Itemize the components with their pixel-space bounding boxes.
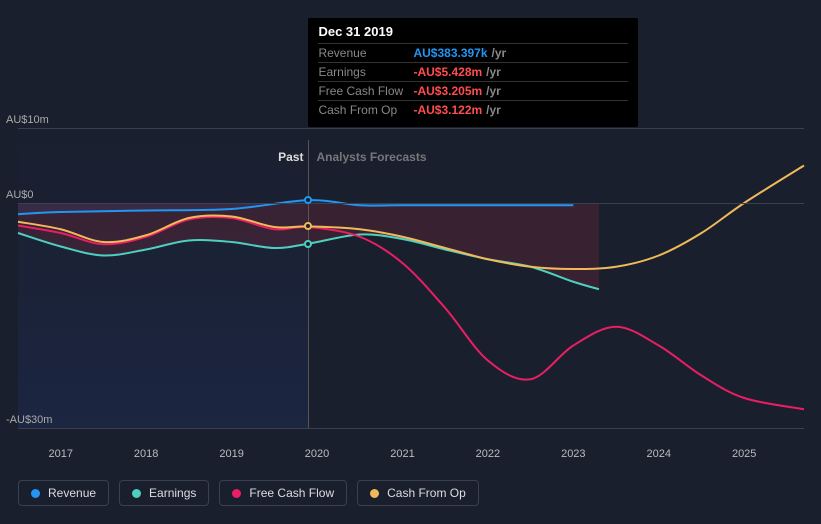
tooltip-row: Cash From Op-AU$3.122m/yr xyxy=(318,100,628,119)
legend-label: Revenue xyxy=(48,486,96,500)
marker-cash_from_op xyxy=(304,222,312,230)
legend-swatch xyxy=(232,489,241,498)
tooltip-row: Free Cash Flow-AU$3.205m/yr xyxy=(318,81,628,100)
x-axis-labels: 2017 2018 2019 2020 2021 2022 2023 2024 2025 xyxy=(18,448,804,468)
legend-swatch xyxy=(132,489,141,498)
y-axis-label: AU$0 xyxy=(6,189,34,201)
tooltip-row: Earnings-AU$5.428m/yr xyxy=(318,62,628,81)
marker-earnings xyxy=(304,240,312,248)
tooltip-row-unit: /yr xyxy=(482,84,501,98)
marker-revenue xyxy=(304,196,312,204)
legend-swatch xyxy=(31,489,40,498)
legend-item-cash_from_op[interactable]: Cash From Op xyxy=(357,480,479,506)
tooltip-row-value: -AU$3.205m/yr xyxy=(413,84,628,98)
x-axis-label: 2020 xyxy=(305,448,329,460)
x-axis-label: 2022 xyxy=(476,448,500,460)
tooltip-row-label: Earnings xyxy=(318,65,413,79)
legend-label: Earnings xyxy=(149,486,196,500)
x-axis-label: 2017 xyxy=(48,448,72,460)
x-axis-label: 2025 xyxy=(732,448,756,460)
y-axis-label: AU$10m xyxy=(6,114,49,126)
tooltip-row-label: Revenue xyxy=(318,46,413,60)
tooltip-row-label: Free Cash Flow xyxy=(318,84,413,98)
tooltip-row-label: Cash From Op xyxy=(318,103,413,117)
boundary-line xyxy=(308,140,309,428)
financials-chart: Past Analysts Forecasts Dec 31 2019 Reve… xyxy=(0,0,821,524)
legend: Revenue Earnings Free Cash Flow Cash From O… xyxy=(18,480,479,506)
tooltip-row: RevenueAU$383.397k/yr xyxy=(318,43,628,62)
gridline xyxy=(18,128,804,129)
tooltip: Dec 31 2019 RevenueAU$383.397k/yrEarning… xyxy=(308,18,638,127)
past-label: Past xyxy=(248,150,303,164)
tooltip-row-unit: /yr xyxy=(482,103,501,117)
legend-item-earnings[interactable]: Earnings xyxy=(119,480,209,506)
tooltip-row-unit: /yr xyxy=(488,46,507,60)
tooltip-row-value: -AU$3.122m/yr xyxy=(413,103,628,117)
legend-item-revenue[interactable]: Revenue xyxy=(18,480,109,506)
x-axis-label: 2021 xyxy=(390,448,414,460)
forecast-label: Analysts Forecasts xyxy=(316,150,426,164)
tooltip-row-value: AU$383.397k/yr xyxy=(413,46,628,60)
gridline xyxy=(18,428,804,429)
tooltip-row-unit: /yr xyxy=(482,65,501,79)
y-axis-label: -AU$30m xyxy=(6,414,52,426)
legend-item-free_cash_flow[interactable]: Free Cash Flow xyxy=(219,480,347,506)
x-axis-label: 2018 xyxy=(134,448,158,460)
legend-label: Cash From Op xyxy=(387,486,466,500)
tooltip-date: Dec 31 2019 xyxy=(318,24,628,43)
x-axis-label: 2024 xyxy=(647,448,671,460)
x-axis-label: 2023 xyxy=(561,448,585,460)
x-axis-label: 2019 xyxy=(219,448,243,460)
legend-label: Free Cash Flow xyxy=(249,486,334,500)
legend-swatch xyxy=(370,489,379,498)
tooltip-row-value: -AU$5.428m/yr xyxy=(413,65,628,79)
gridline xyxy=(18,203,804,204)
